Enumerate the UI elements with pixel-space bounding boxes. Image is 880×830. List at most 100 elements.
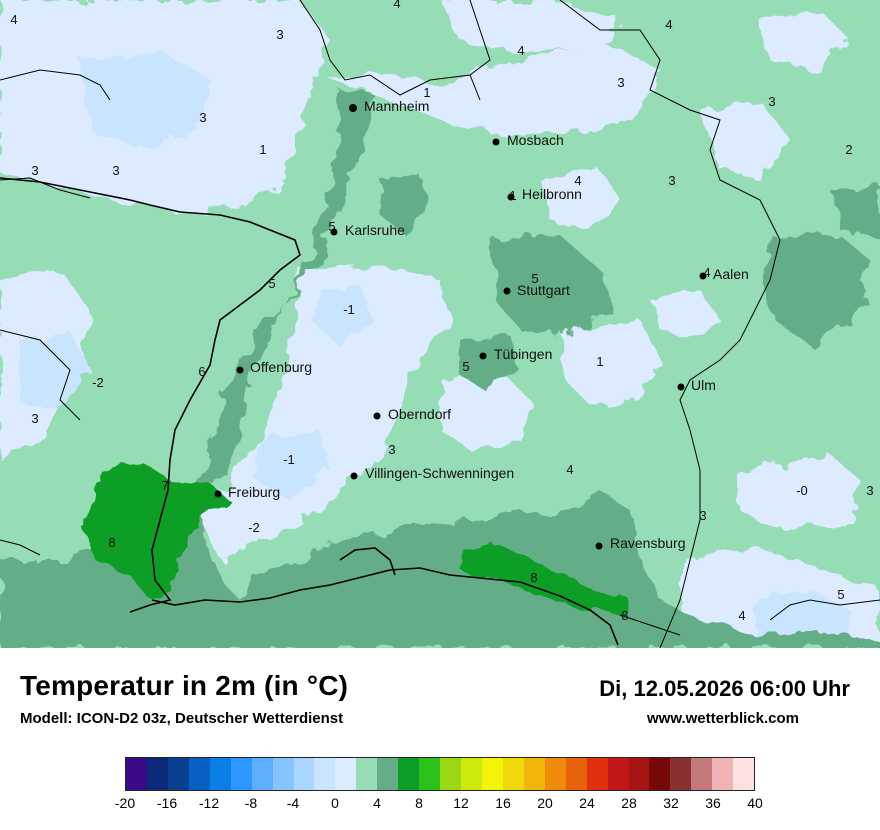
city-label: Freiburg [228,484,280,500]
temperature-map: Mannheim Mosbach Heilbronn Karlsruhe Stu… [0,0,880,648]
temp-value: 4 [566,462,573,477]
city-freiburg: Freiburg [214,484,280,500]
color-scale-tick: 0 [331,795,339,811]
temp-value: 3 [276,27,283,42]
color-scale-cell [440,758,461,790]
city-dot [677,383,685,391]
city-villingen-schwenningen: Villingen-Schwenningen [350,465,514,481]
city-mannheim: Mannheim [349,98,429,114]
temp-value: 5 [268,276,275,291]
temp-value: -1 [283,452,295,467]
city-dot [699,272,707,280]
temp-value: 5 [531,271,538,286]
temp-value: 3 [768,94,775,109]
city-label: Stuttgart [517,282,570,298]
color-scale-cell [502,758,524,790]
color-scale-tick: 28 [621,795,637,811]
temp-value: -0 [796,483,808,498]
temp-value: 4 [10,12,17,27]
color-scale-cell [733,758,755,790]
color-scale-cell [146,758,168,790]
temp-value: 4 [393,0,400,11]
temp-value: 1 [259,142,266,157]
forecast-datetime: Di, 12.05.2026 06:00 Uhr [599,676,850,701]
temp-value: 5 [462,359,469,374]
city-label: Oberndorf [388,406,451,422]
city-dot [373,412,381,420]
color-scale-tick: 40 [747,795,763,811]
color-scale [125,757,755,791]
color-scale-tick: -4 [286,795,300,811]
city-label: Ravensburg [610,535,686,551]
city-label: Tübingen [494,346,552,362]
city-stuttgart: Stuttgart [503,282,570,298]
city-label: Karlsruhe [345,222,405,238]
color-scale-cell [565,758,587,790]
temp-value: 5 [328,219,335,234]
color-scale-tick: 32 [663,795,679,811]
temp-value: 4 [574,173,581,188]
model-source: Modell: ICON-D2 03z, Deutscher Wetterdie… [20,710,344,727]
color-scale-cell [188,758,210,790]
city-dot [595,542,603,550]
color-scale-tick: -20 [114,795,136,811]
temp-value: 2 [845,142,852,157]
color-scale-tick: 20 [537,795,553,811]
color-scale-cell [481,758,503,790]
color-scale-cell [712,758,734,790]
city-aalen: Aalen [699,266,749,282]
website-url: www.wetterblick.com [647,710,799,727]
color-scale-cell [272,758,294,790]
color-scale-cell [649,758,671,790]
city-dot [349,104,357,112]
temp-value: -2 [92,375,104,390]
city-dot [236,366,244,374]
city-dot [350,472,358,480]
color-scale-cell [586,758,608,790]
temp-value: 3 [668,173,675,188]
map-title: Temperatur in 2m (in °C) [20,670,349,701]
city-label: Mannheim [364,98,429,114]
color-scale-cell [607,758,629,790]
color-scale-cell [126,758,147,790]
temp-field [0,0,880,648]
city-dot [492,138,500,146]
color-scale-ticks: -20 -16 -12 -8 -4 0 4 8 12 16 20 24 28 32 36 40 [115,793,763,813]
map-footer: Temperatur in 2m (in °C) Modell: ICON-D2… [0,648,880,830]
color-scale-tick: 16 [495,795,511,811]
color-scale-tick: 24 [579,795,595,811]
color-scale-tick: 8 [415,795,423,811]
city-dot [214,490,222,498]
city-dot [507,193,515,201]
city-label: Offenburg [250,359,312,375]
temp-value: -2 [248,520,260,535]
temp-band-mid-green [0,90,880,648]
color-scale-cell [398,758,420,790]
color-scale-cell [670,758,692,790]
temp-value: 4 [703,265,710,280]
city-heilbronn: Heilbronn [507,186,582,202]
city-markers: Mannheim Mosbach Heilbronn Karlsruhe Stu… [214,98,749,551]
temp-value: 4 [517,43,524,58]
city-tuebingen: Tübingen [479,346,552,362]
temp-value: 3 [617,75,624,90]
color-scale-tick: -12 [198,795,220,811]
temp-value: -1 [343,302,355,317]
color-scale-cell [230,758,252,790]
temp-value: 3 [866,483,873,498]
color-scale-tick: 12 [453,795,469,811]
color-scale-cell [461,758,482,790]
city-ravensburg: Ravensburg [595,535,686,551]
temp-value: 7 [161,478,168,493]
temp-value: 3 [31,411,38,426]
city-label: Villingen-Schwenningen [365,465,514,481]
temp-value: 3 [31,163,38,178]
color-scale-cell [544,758,566,790]
city-karlsruhe: Karlsruhe [330,222,405,238]
temp-value: 5 [837,587,844,602]
weather-map: Mannheim Mosbach Heilbronn Karlsruhe Stu… [0,0,880,648]
temp-value: 1 [423,85,430,100]
color-scale-cell [251,758,273,790]
temp-value: 4 [738,608,745,623]
color-scale-cell [691,758,713,790]
